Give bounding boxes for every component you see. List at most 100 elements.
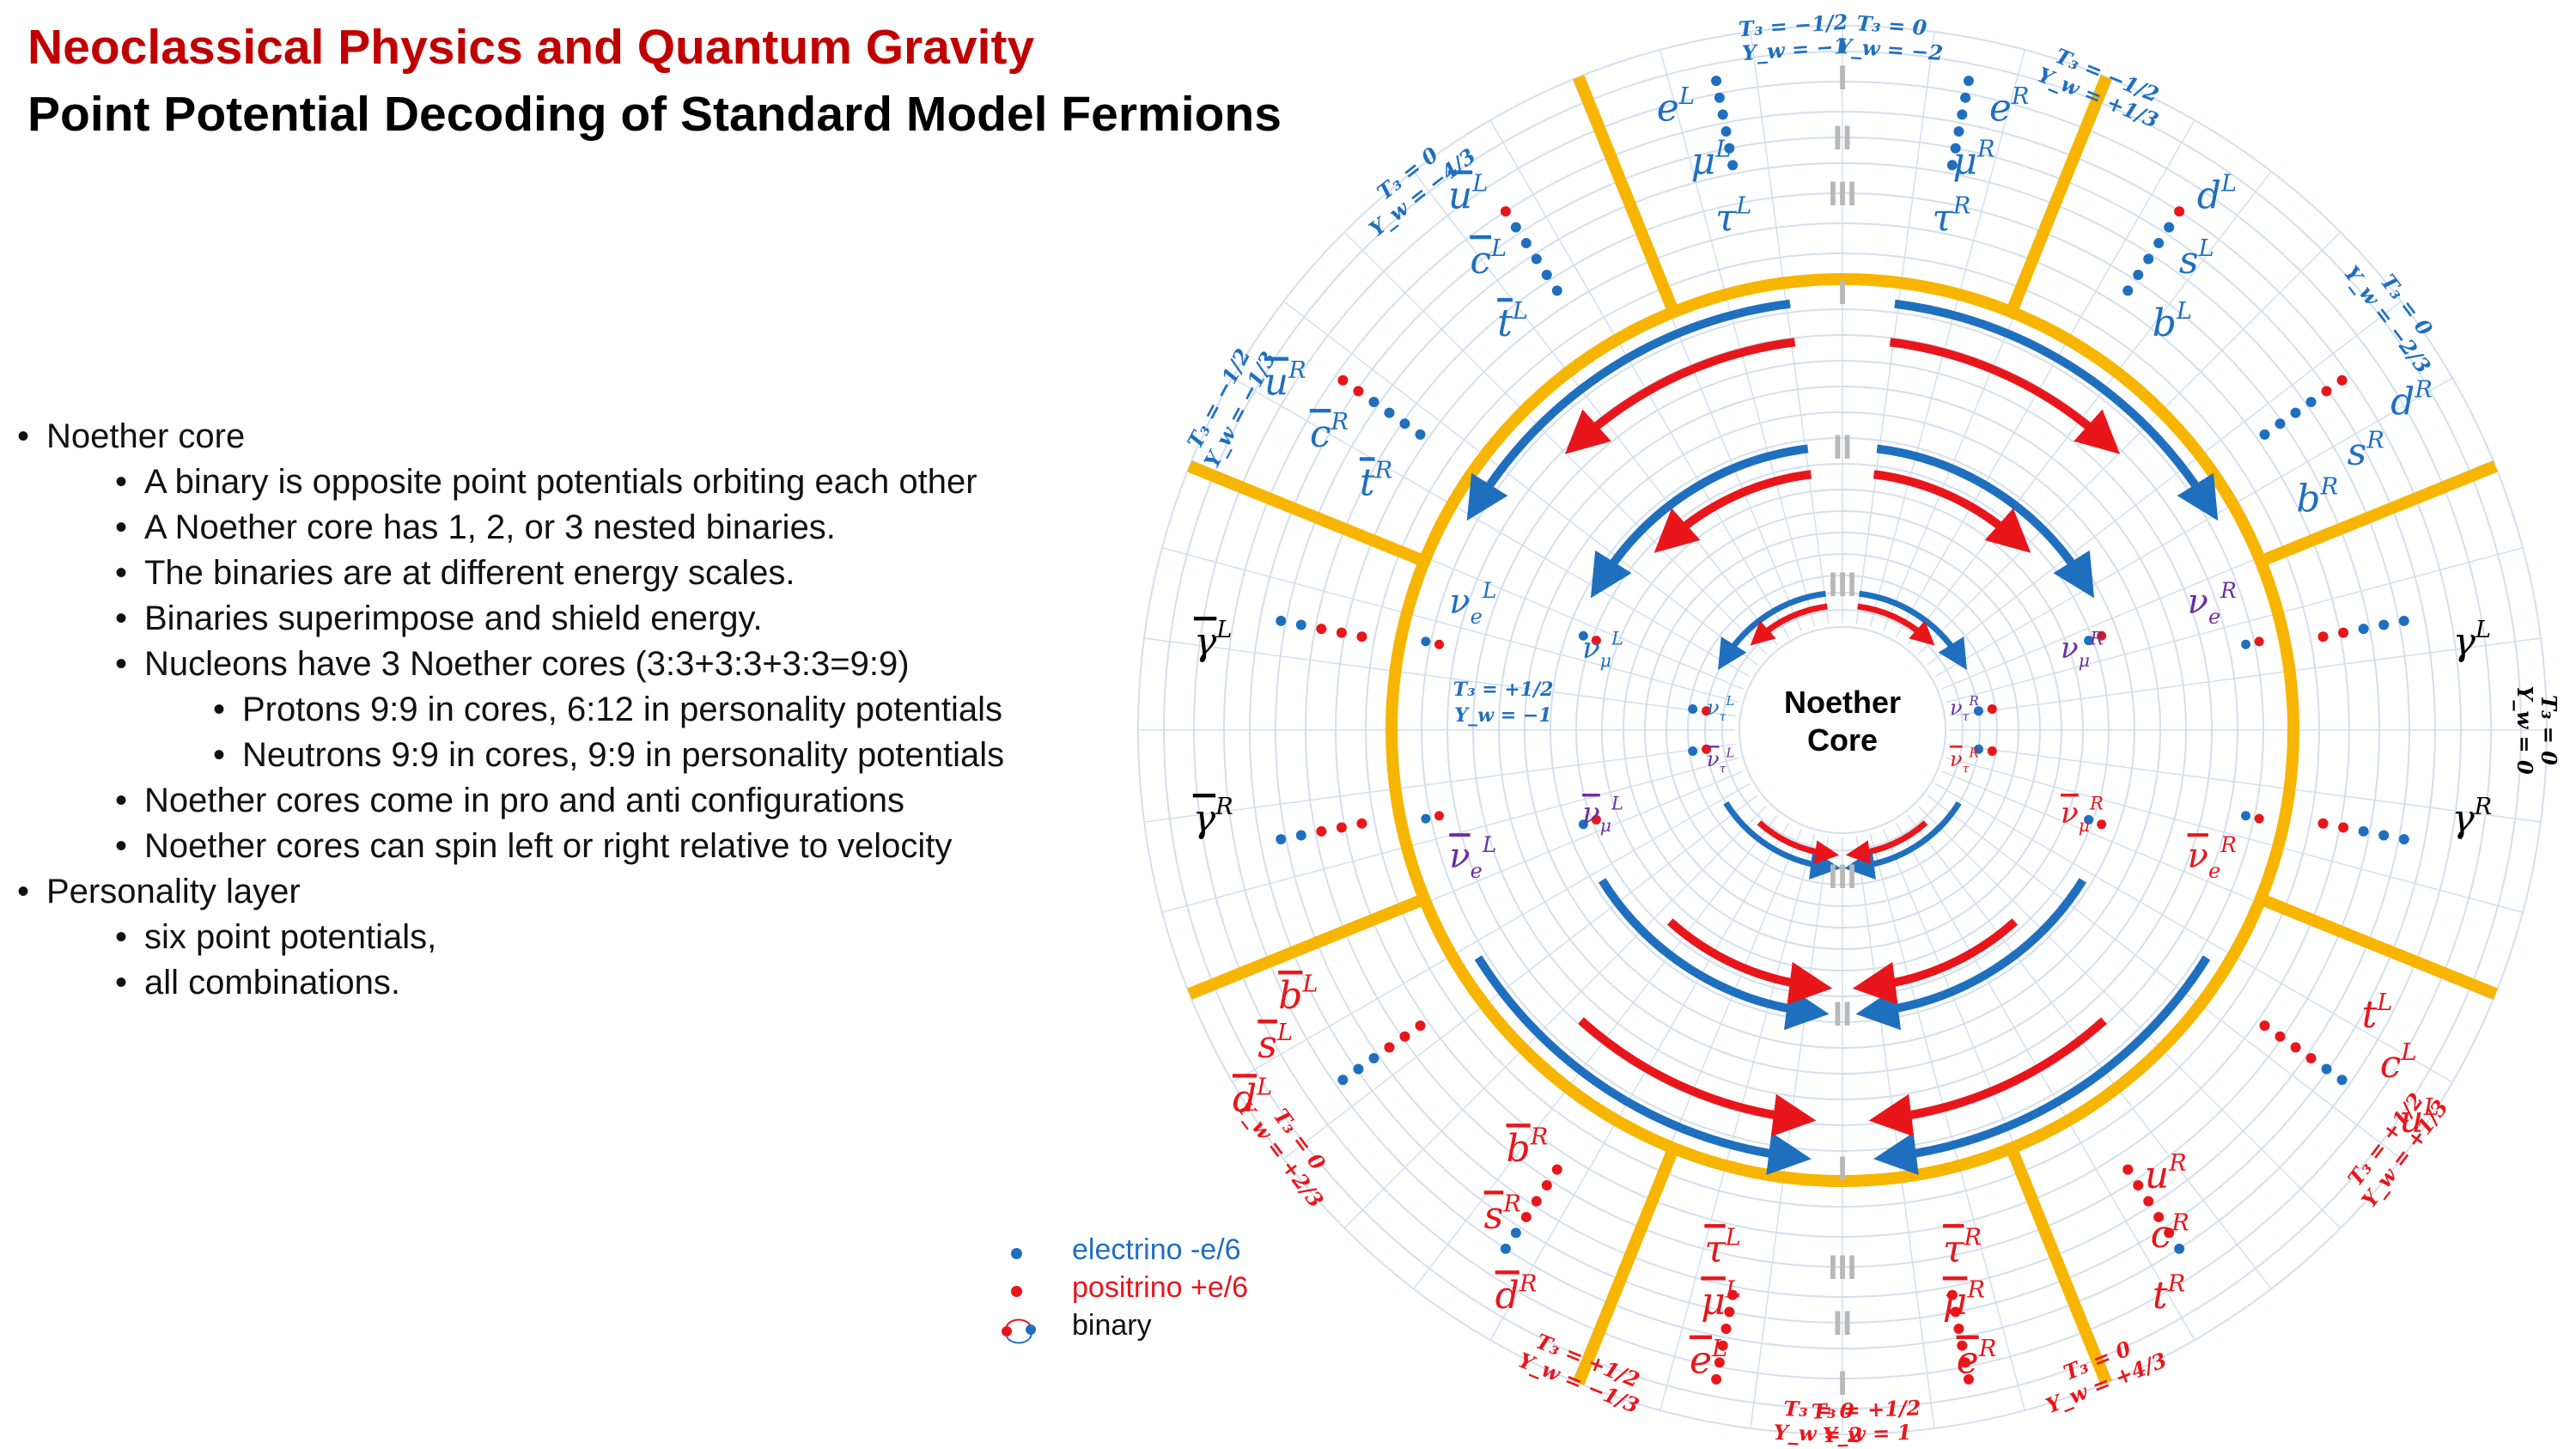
fermion-label: eR <box>1989 83 2030 131</box>
grid-spoke <box>1907 170 2272 646</box>
grid-spoke <box>1282 301 1758 666</box>
electrino-dot <box>1531 253 1542 265</box>
bullet-dot: • <box>17 417 30 455</box>
generation-label: II <box>1833 429 1852 466</box>
dot <box>1421 636 1431 647</box>
dot <box>1688 704 1698 715</box>
positrino-dot <box>2153 1211 2165 1222</box>
electrino-dot <box>1520 238 1532 249</box>
generation-label: III <box>1828 1249 1856 1287</box>
positrino-dot <box>2133 1180 2144 1191</box>
dot <box>2097 819 2107 830</box>
electrino-dot <box>2259 429 2270 440</box>
bullet-list: • Noether core • A binary is opposite point… <box>12 414 1004 1006</box>
grid-spoke <box>1489 119 1790 638</box>
fermion-label: νμR <box>2061 793 2104 837</box>
grid-spoke <box>1948 637 2542 717</box>
electrino-dot <box>2378 619 2390 630</box>
dot <box>2084 636 2094 646</box>
positrino-dot <box>2317 631 2329 642</box>
page-title: Neoclassical Physics and Quantum Gravity <box>27 20 1035 75</box>
positrino-dot <box>1551 1164 1562 1175</box>
positrino-dot <box>1353 386 1364 397</box>
generation-label: I <box>1837 1150 1847 1188</box>
binary-arc-red <box>1873 470 2031 553</box>
generation-label: III <box>1828 175 1856 213</box>
electrino-dot <box>1963 76 1974 87</box>
grid-spoke <box>1232 782 1751 1083</box>
positrino-dot <box>1316 825 1327 837</box>
bullet-item: • Noether cores come in pro and anti conf… <box>12 778 1004 824</box>
binary-arc-red <box>1852 918 2019 1005</box>
bullet-text: The binaries are at different energy sca… <box>144 554 795 592</box>
dot <box>1591 636 1601 646</box>
dot <box>1688 746 1698 756</box>
fermion-label: μR <box>1952 137 1994 184</box>
grid-spoke <box>1934 782 2453 1083</box>
bullet-dot: • <box>115 600 128 637</box>
bullet-dot: • <box>17 873 30 910</box>
gold-divider <box>2260 460 2498 566</box>
positrino-dot <box>1316 624 1327 635</box>
quantum-number-text: Y_w = 2 <box>1773 1420 1862 1448</box>
grid-spoke <box>1946 757 2524 913</box>
electrino-dot <box>1276 615 1287 626</box>
fermion-label: μR <box>1943 1276 1985 1324</box>
binary-arc-red <box>1857 603 1935 646</box>
bullet-text: Noether cores come in pro and anti confi… <box>144 782 904 819</box>
positrino-dot <box>2317 818 2329 829</box>
electrino-dot <box>2174 1243 2185 1254</box>
grid-spoke <box>1907 814 2272 1290</box>
fermion-label: τL <box>1704 1224 1740 1271</box>
dot <box>1973 706 1983 716</box>
binary-arc-blue <box>1474 955 1812 1176</box>
positrino-dot <box>1717 1340 1728 1351</box>
legend-electrino-label: electrino -e/6 <box>1072 1233 1241 1266</box>
dot <box>1987 704 1997 715</box>
dot <box>2241 811 2251 821</box>
fermion-label: μL <box>1691 137 1732 184</box>
electrino-dot <box>1368 396 1379 407</box>
quantum-number-label: T₃ = 0Y_w = 2 <box>1773 1396 1862 1448</box>
binary-arc-blue <box>1466 299 1791 521</box>
bullet-item: • Personality layer <box>12 869 1004 915</box>
neutrino-quantum-number: Y_w = −1 <box>1454 704 1551 727</box>
quantum-number-text: T₃ = +1/2 <box>1811 1395 1921 1423</box>
binary-arc-red <box>1757 820 1840 865</box>
bullet-dot: • <box>213 736 226 774</box>
fermion-label: tL <box>2362 989 2393 1037</box>
dot <box>1578 630 1588 641</box>
bullet-item: • all combinations. <box>12 960 1004 1006</box>
binary-arc-blue <box>1723 801 1841 880</box>
bullet-text: A binary is opposite point potentials or… <box>144 463 977 501</box>
fermion-label: bL <box>1278 971 1318 1018</box>
gold-divider <box>1187 460 1425 566</box>
bullet-item: • six point potentials, <box>12 915 1004 960</box>
electrino-dot <box>1551 285 1562 296</box>
fermion-label: ντR <box>1950 693 1979 724</box>
bullet-text: A Noether core has 1, 2, or 3 nested bin… <box>144 508 836 546</box>
quantum-number-label: T₃ = −1/2Y_w = −1 <box>1738 9 1848 66</box>
electrino-dot <box>2133 269 2144 280</box>
grid-spoke <box>1927 795 2402 1160</box>
generation-label: II <box>1833 119 1852 157</box>
generation-label: III <box>1828 858 1856 896</box>
quantum-number-text: T₃ = 0 <box>1856 10 1928 40</box>
fermion-label: dL <box>1233 1074 1272 1121</box>
dot <box>1973 744 1983 754</box>
sector-dividers <box>1187 75 2498 1385</box>
positrino-dot <box>1336 627 1347 638</box>
grid-spoke <box>1659 833 1816 1411</box>
positrino-dot <box>1953 1323 1964 1334</box>
grid-spoke <box>1895 822 2195 1341</box>
binary-arc-red <box>1845 820 1928 865</box>
bullet-text: six point potentials, <box>144 918 437 956</box>
fermion-label: tR <box>2153 1270 2185 1318</box>
quantum-number-label: T₃ = 0Y_w = 0 <box>2512 685 2561 775</box>
bullet-item: • Noether cores can spin left or right re… <box>12 824 1004 869</box>
electrino-dot <box>1953 126 1964 137</box>
fermion-label: dR <box>1495 1270 1538 1318</box>
positrino-dot <box>1714 1357 1725 1368</box>
fermion-label: νeR <box>2188 832 2237 883</box>
